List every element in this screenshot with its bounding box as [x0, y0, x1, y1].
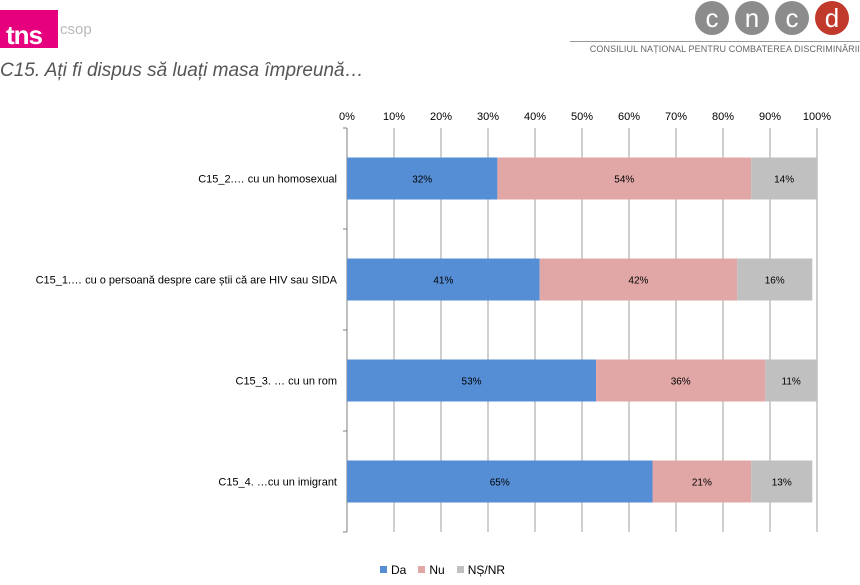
bar-data-label: 14%: [774, 175, 794, 186]
legend-swatch: [418, 566, 426, 574]
bar-segment: [652, 460, 752, 503]
bar-segment: [765, 359, 817, 402]
cncd-logo-letter-c2: c: [786, 3, 799, 33]
bar-segment: [751, 157, 817, 200]
bar-data-label: 41%: [433, 276, 453, 287]
bar-segment: [347, 258, 540, 301]
header-divider: [570, 41, 860, 42]
x-axis-tick-labels: 0% 10% 20% 30% 40% 50% 60% 70% 80% 90% 100%: [339, 111, 831, 123]
org-name: CONSILIUL NAȚIONAL PENTRU COMBATEREA DIS…: [589, 44, 860, 54]
x-tick-label: 100%: [803, 111, 831, 123]
x-tick-label: 40%: [524, 111, 546, 123]
bar-segment: [596, 359, 766, 402]
legend-label: Da: [391, 562, 407, 577]
cncd-logo-letter-c1: c: [706, 3, 719, 33]
category-label: C15_4. …cu un imigrant: [218, 477, 337, 489]
bar-data-label: 54%: [614, 175, 634, 186]
x-tick-label: 60%: [618, 111, 640, 123]
bar-segment: [497, 157, 752, 200]
bar-data-label: 21%: [692, 478, 712, 489]
cncd-logo-circle-d: [815, 1, 849, 35]
bar-segment: [539, 258, 738, 301]
page-title: C15. Ați fi dispus să luați masa împreun…: [0, 60, 364, 81]
bar-segment: [737, 258, 813, 301]
bar-data-label: 16%: [765, 276, 785, 287]
tns-logo-mark: tns: [0, 10, 58, 50]
cncd-logo-circles: c n c d: [695, 1, 849, 35]
cncd-logo-letter-d: d: [825, 3, 839, 33]
legend-label: NȘ/NR: [467, 562, 506, 577]
cncd-logo-circle-c2: [775, 1, 809, 35]
x-tick-label: 30%: [477, 111, 499, 123]
tns-logo-text: tns: [6, 20, 43, 50]
category-labels: C15_2.… cu un homosexual C15_1.… cu o per…: [36, 174, 338, 489]
chart-legend: Da Nu NȘ/NR: [380, 562, 517, 578]
x-tick-label: 80%: [712, 111, 734, 123]
legend-swatch: [456, 566, 464, 574]
bar-segment: [347, 460, 653, 503]
bar-segment: [751, 460, 813, 503]
legend-item: NȘ/NR: [456, 562, 506, 577]
cncd-logo-letter-n: n: [745, 3, 759, 33]
bar-data-label: 13%: [772, 478, 792, 489]
legend-label: Nu: [429, 562, 445, 577]
category-label: C15_1.… cu o persoană despre care știi c…: [36, 275, 338, 287]
x-tick-label: 20%: [430, 111, 452, 123]
legend-item: Nu: [418, 562, 445, 577]
bar-data-label: 36%: [671, 377, 691, 388]
x-tick-label: 10%: [383, 111, 405, 123]
bar-data-label: 53%: [462, 377, 482, 388]
tns-csop-logo: tns csop: [0, 0, 120, 50]
chart-bars: 32% 54% 14% 41% 42% 16% 53% 36% 11% 65% 21% 13%: [347, 157, 817, 503]
bar-data-label: 32%: [412, 175, 432, 186]
bar-data-label: 11%: [782, 377, 801, 388]
bar-segment: [347, 359, 597, 402]
cncd-logo: c n c d: [560, 0, 860, 56]
bar-data-label: 42%: [628, 276, 648, 287]
category-label: C15_2.… cu un homosexual: [198, 174, 337, 186]
legend-swatch: [380, 566, 387, 574]
stacked-bar-chart: 0% 10% 20% 30% 40% 50% 60% 70% 80% 90% 100% 32% 54%…: [36, 111, 831, 533]
cncd-logo-circle-n: [735, 1, 769, 35]
x-tick-label: 0%: [339, 111, 355, 123]
x-tick-label: 90%: [759, 111, 781, 123]
bar-data-label: 65%: [490, 478, 510, 489]
category-label: C15_3. … cu un rom: [236, 376, 338, 388]
x-tick-label: 70%: [665, 111, 687, 123]
csop-logo-text: csop: [60, 21, 92, 38]
legend-item: Da: [380, 562, 406, 577]
bar-segment: [347, 157, 498, 200]
cncd-logo-circle-c1: [695, 1, 729, 35]
x-tick-label: 50%: [571, 111, 593, 123]
